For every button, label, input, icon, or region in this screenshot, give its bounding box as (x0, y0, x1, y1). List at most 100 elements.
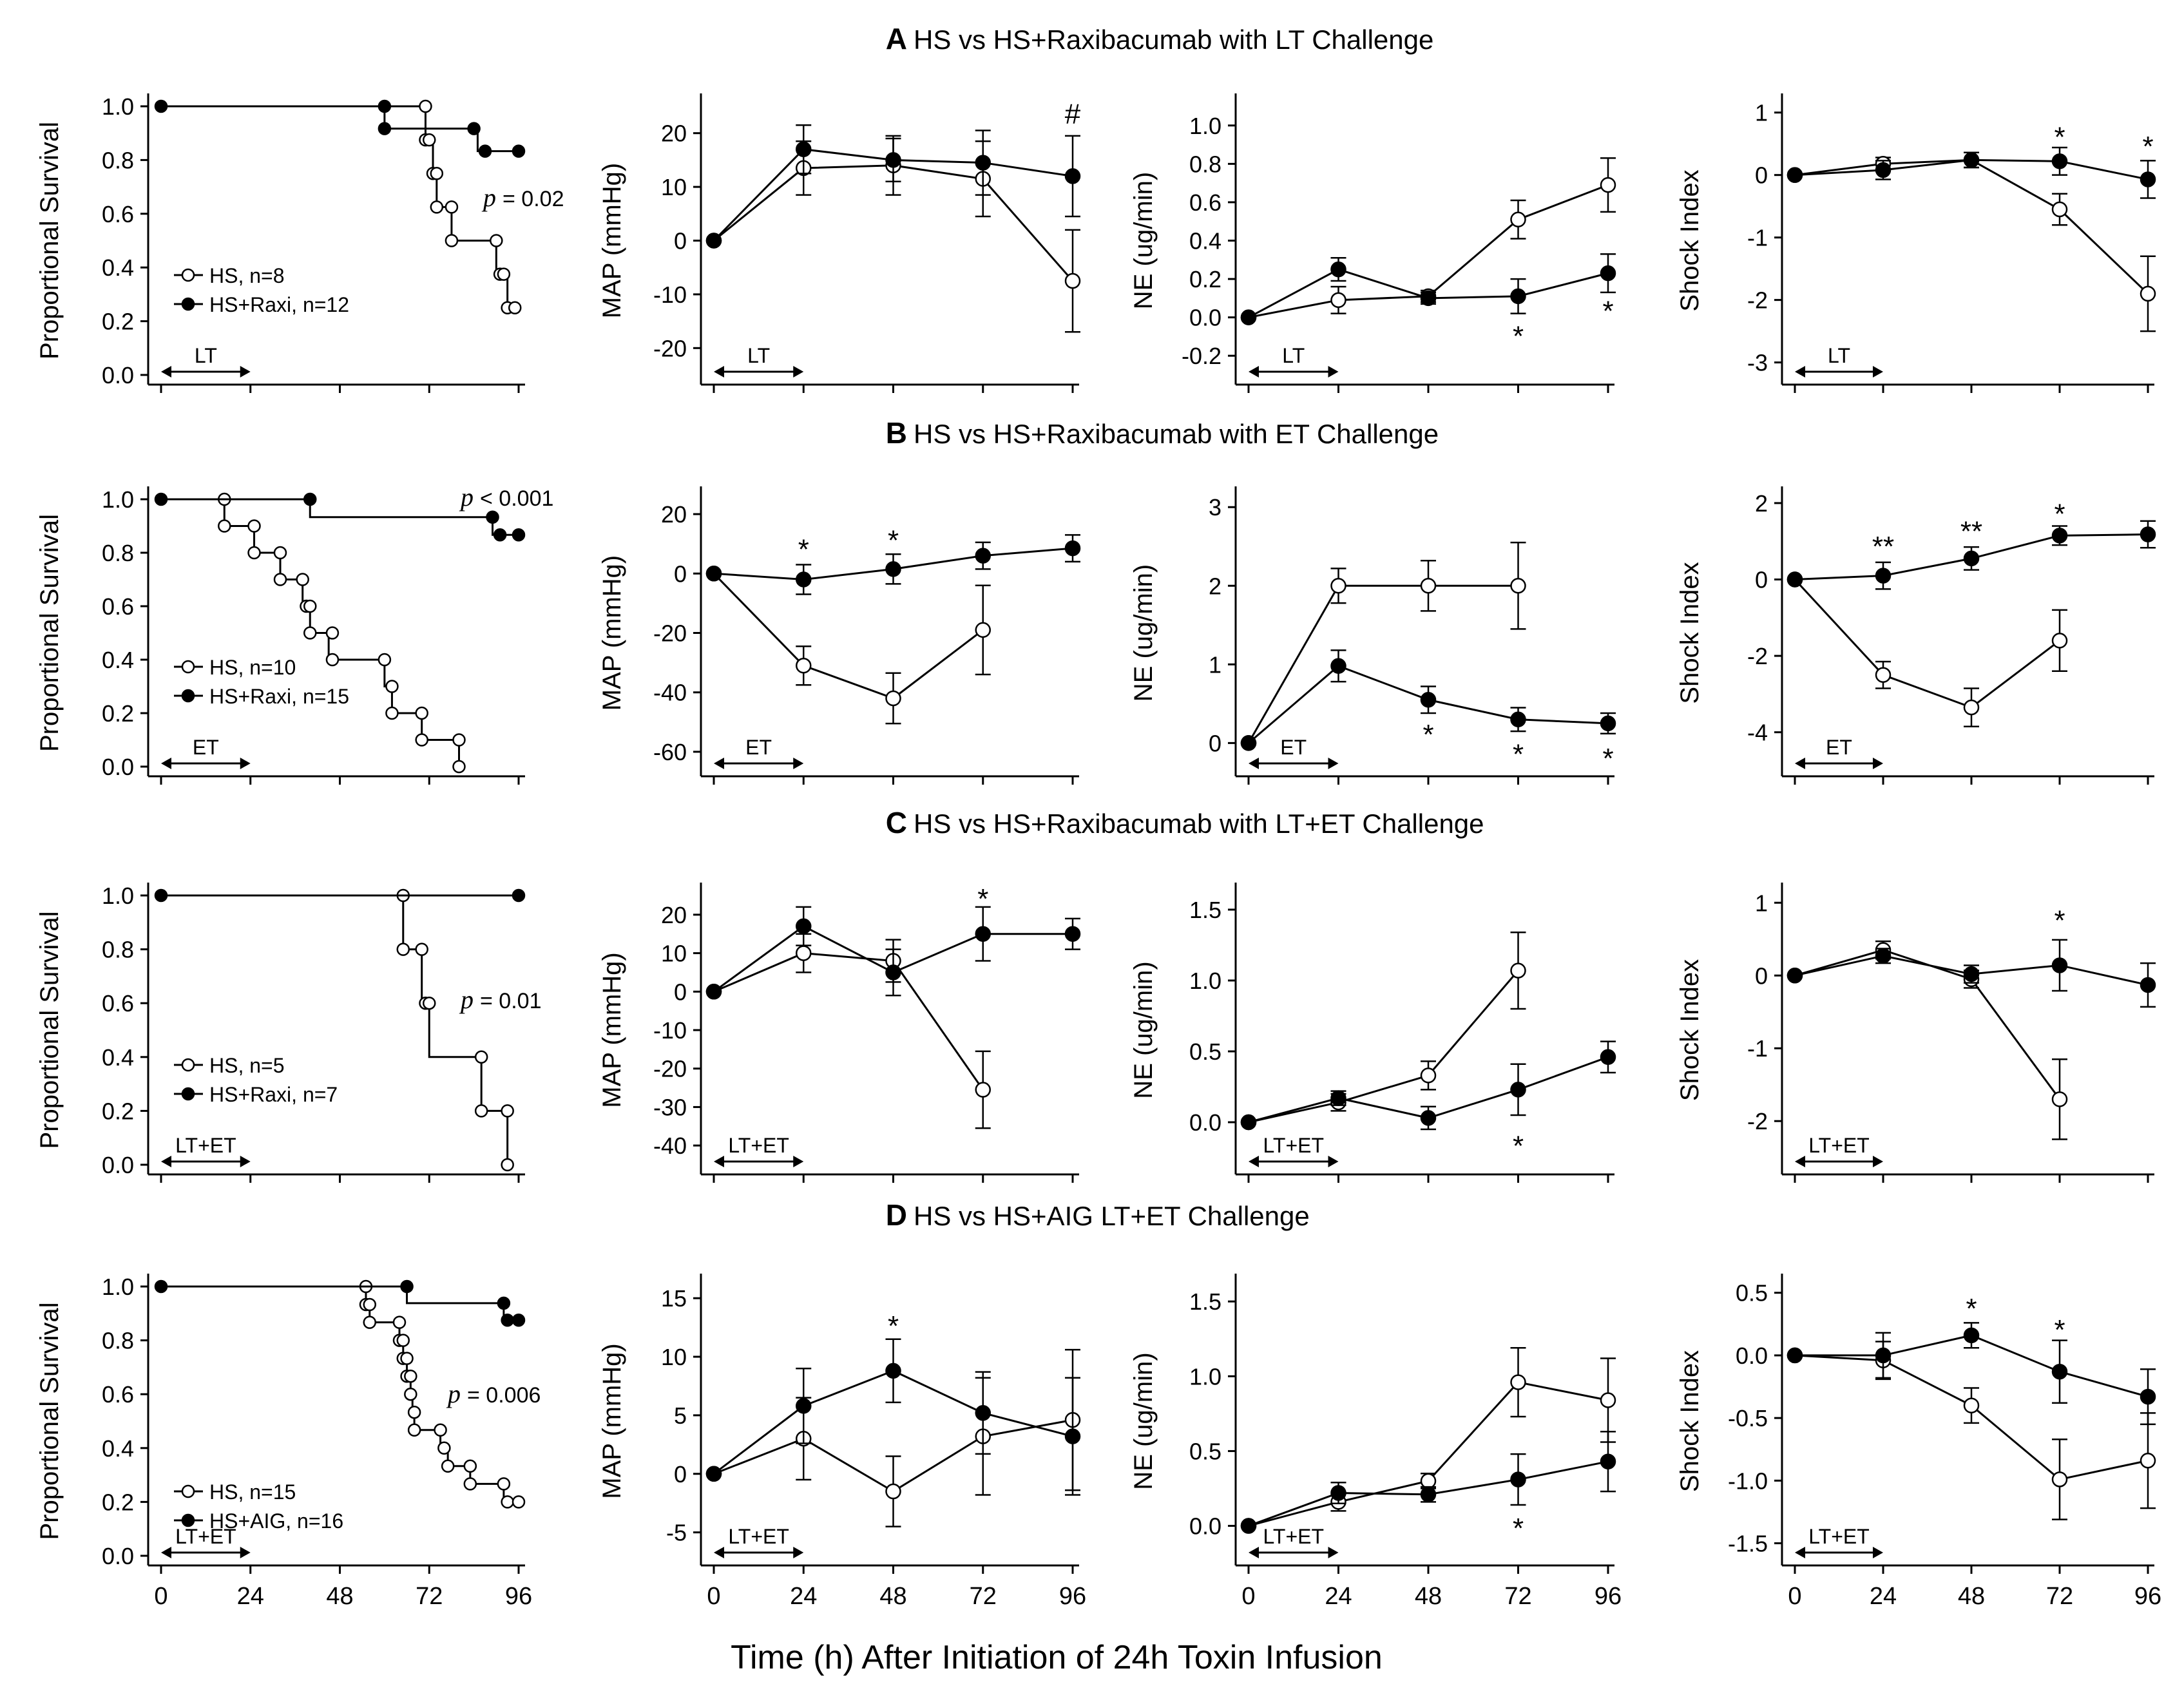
p-value: p = 0.01 (459, 985, 541, 1014)
y-tick-label: 0.5 (1736, 1280, 1768, 1306)
y-tick-label: -2 (1747, 1108, 1768, 1134)
y-tick-label: 0.0 (102, 1543, 134, 1569)
survival-point (493, 528, 507, 542)
survival-point (218, 519, 231, 533)
data-point (1420, 290, 1437, 307)
x-tick-label: 72 (416, 1583, 443, 1610)
x-tick-label: 48 (879, 1583, 906, 1610)
survival-point (273, 546, 287, 560)
survival-point (154, 492, 168, 506)
panel-map: -5 0 5 10 15 0 24 48 72 96 MAP (mmHg) LT+ET * (598, 1274, 1086, 1610)
y-tick-label: 1.5 (1189, 897, 1221, 923)
data-point (796, 1398, 812, 1414)
survival-point (463, 1459, 477, 1473)
y-tick-label: -40 (653, 680, 687, 706)
survival-point (497, 1477, 511, 1491)
data-point (705, 233, 722, 249)
challenge-arrow: LT (1795, 344, 1883, 378)
arrow-head-right (1328, 1156, 1339, 1167)
data-point (796, 657, 812, 674)
significance-marker: * (888, 525, 899, 557)
legend-marker (181, 1058, 195, 1072)
data-point (1963, 1327, 1980, 1344)
challenge-label: LT (747, 344, 770, 367)
survival-point (154, 99, 168, 113)
series-hs (1786, 940, 2068, 1140)
legend-label: HS+Raxi, n=15 (209, 685, 349, 708)
survival-point (378, 99, 392, 113)
y-tick-label: 0.8 (102, 540, 134, 566)
significance-marker: * (2054, 1314, 2065, 1346)
challenge-label: LT+ET (1263, 1525, 1324, 1548)
y-tick-label: 0 (1755, 962, 1768, 989)
survival-point (512, 528, 526, 542)
significance-marker: * (1513, 1130, 1524, 1162)
row-title: C HS vs HS+Raxibacumab with LT+ET Challen… (886, 806, 1484, 839)
series-treated (1240, 253, 1616, 325)
row-a: A HS vs HS+Raxibacumab with LT Challenge 0… (35, 22, 2156, 393)
x-tick-label: 96 (1059, 1583, 1086, 1610)
data-point (1330, 658, 1346, 674)
y-tick-label: 0.6 (102, 201, 134, 227)
challenge-arrow: LT (161, 344, 251, 378)
data-point (2051, 1471, 2068, 1487)
survival-point (445, 234, 459, 247)
row-letter: D (886, 1198, 907, 1232)
arrow-head-left (1795, 366, 1805, 378)
p-symbol: p (481, 183, 496, 212)
survival-point (452, 733, 466, 747)
legend: HS, n=5 HS+Raxi, n=7 (174, 1054, 338, 1106)
y-axis-label: MAP (mmHg) (598, 163, 626, 318)
survival-line (161, 1285, 519, 1321)
y-tick-label: 1.0 (1189, 1363, 1221, 1390)
row-title-text: HS vs HS+Raxibacumab with LT+ET Challeng… (914, 808, 1484, 839)
survival-point (490, 234, 503, 247)
data-point (1510, 288, 1526, 305)
series-hs (1786, 1341, 2156, 1520)
data-point (885, 964, 901, 980)
y-tick-label: -20 (653, 620, 687, 647)
survival-point (154, 1279, 168, 1294)
survival-point (404, 1387, 417, 1401)
p-value-text: < 0.001 (480, 486, 553, 511)
data-point (1420, 1473, 1437, 1489)
series-treated (154, 492, 526, 542)
survival-line (161, 105, 519, 153)
significance-marker: # (1065, 99, 1081, 130)
challenge-arrow: ET (161, 736, 251, 769)
y-axis-label: MAP (mmHg) (598, 952, 626, 1107)
p-value: p = 0.02 (481, 183, 564, 212)
x-tick-label: 96 (1595, 1583, 1622, 1610)
series-hs (161, 99, 522, 314)
x-tick-label: 48 (1415, 1583, 1442, 1610)
y-tick-label: -5 (666, 1520, 687, 1546)
survival-point (430, 167, 444, 180)
survival-point (445, 200, 459, 214)
survival-point (303, 599, 317, 613)
data-point (1963, 699, 1980, 716)
survival-line (161, 894, 509, 1165)
arrow-head-right (793, 366, 804, 378)
survival-point (467, 122, 481, 135)
p-symbol: p (459, 985, 474, 1014)
survival-point (423, 996, 436, 1010)
arrow-head-right (240, 366, 251, 378)
survival-point (392, 1315, 407, 1329)
challenge-arrow: LT+ET (161, 1134, 251, 1167)
series-hs (161, 492, 466, 774)
series-line (713, 952, 984, 1091)
data-point (1600, 1453, 1616, 1469)
significance-marker: * (798, 533, 809, 565)
legend-marker (181, 660, 195, 674)
row-title-text: HS vs HS+AIG LT+ET Challenge (914, 1201, 1310, 1231)
data-point (1330, 1090, 1346, 1106)
y-axis-label: Shock Index (1676, 562, 1704, 703)
panel-ne: 0.0 0.5 1.0 1.5 0 24 48 72 96 NE (ug/min) LT+ET * (1129, 1274, 1622, 1610)
challenge-label: LT (1828, 344, 1850, 367)
survival-point (273, 573, 287, 586)
y-tick-label: 20 (661, 902, 687, 928)
y-tick-label: 0 (674, 560, 687, 587)
arrow-head-left (714, 366, 724, 378)
data-point (1420, 692, 1437, 708)
